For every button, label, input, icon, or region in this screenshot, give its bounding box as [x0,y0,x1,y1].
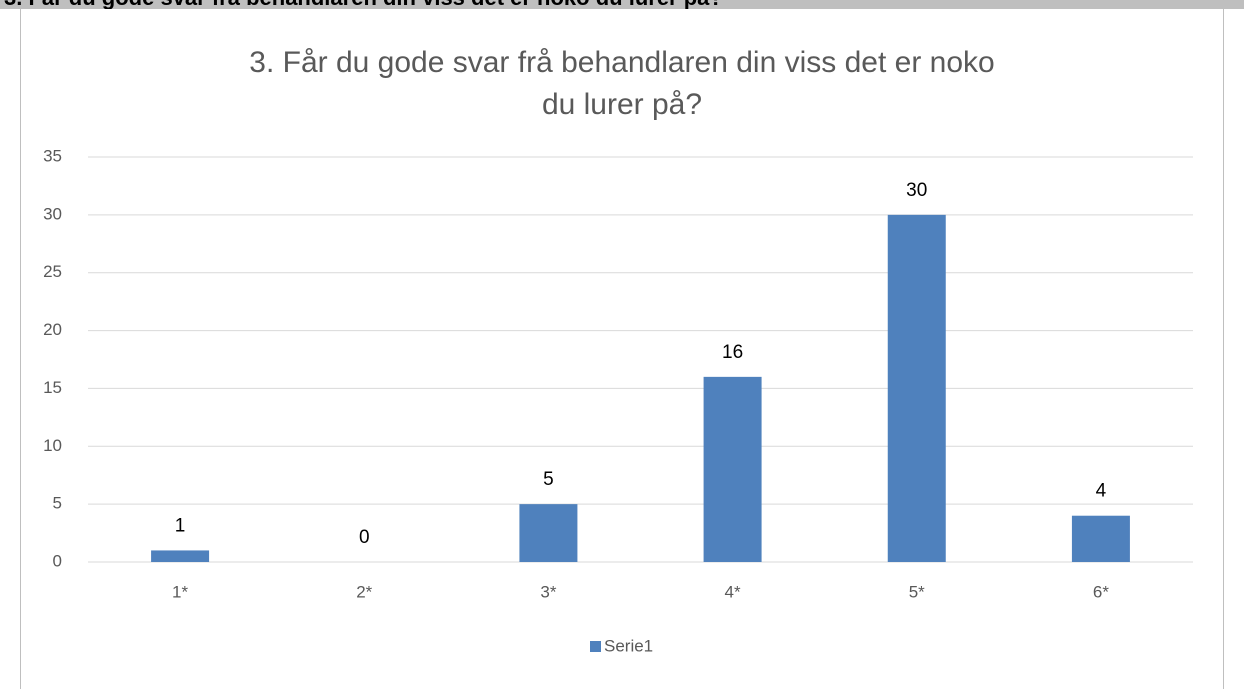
x-tick-label: 3* [540,582,556,601]
data-label: 5 [543,469,554,490]
y-tick-label: 10 [43,436,62,455]
y-tick-label: 5 [53,494,62,513]
bar [887,214,946,562]
chart-frame [20,9,1224,689]
data-label: 30 [906,180,927,201]
x-tick-label: 6* [1093,582,1109,601]
x-tick-label: 1* [172,582,188,601]
y-tick-label: 35 [43,146,62,165]
y-tick-label: 20 [43,320,62,339]
x-tick-label: 2* [356,582,372,601]
data-label: 4 [1096,481,1107,502]
data-label: 1 [175,515,186,536]
legend-swatch [590,641,601,652]
header-bar: 3. Får du gode svar frå behandlaren din … [0,0,1244,9]
x-tick-label: 5* [909,582,925,601]
data-label: 0 [359,527,370,548]
x-tick-label: 4* [725,582,741,601]
bar [151,550,210,562]
legend-label: Serie1 [604,636,653,655]
chart-title: 3. Får du gode svar frå behandlaren din … [249,46,995,121]
bar [519,504,578,562]
y-tick-label: 25 [43,262,62,281]
bar [1071,515,1130,562]
bar [703,376,762,562]
y-tick-label: 15 [43,378,62,397]
heading: 3. Får du gode svar frå behandlaren din … [4,0,723,9]
y-tick-label: 0 [53,551,62,570]
y-tick-label: 30 [43,204,62,223]
data-label: 16 [722,342,743,363]
